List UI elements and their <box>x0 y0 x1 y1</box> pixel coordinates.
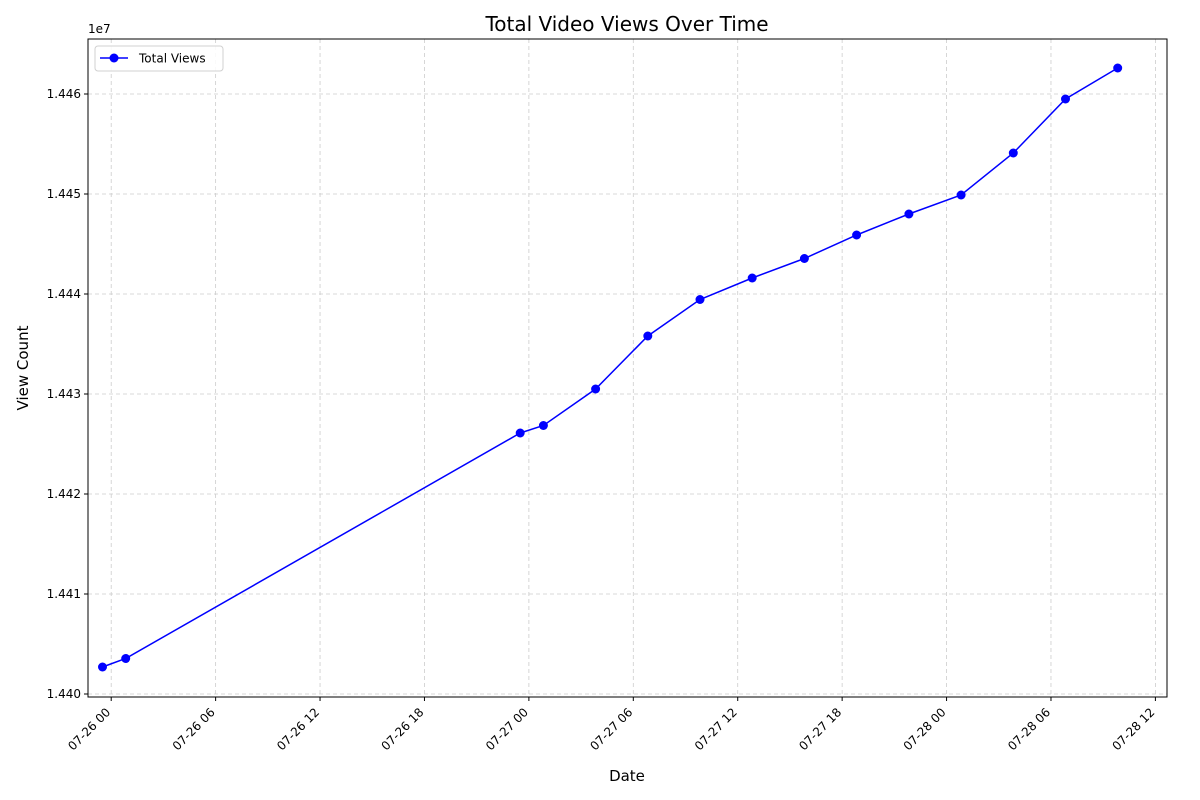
x-tick-label: 07-27 12 <box>692 705 740 753</box>
data-point <box>956 190 966 200</box>
y-tick-label: 1.446 <box>47 87 81 101</box>
y-tick-label: 1.442 <box>47 487 81 501</box>
legend: Total Views <box>94 45 224 72</box>
data-point <box>98 662 107 672</box>
y-tick-label: 1.440 <box>47 687 81 701</box>
data-point <box>799 254 809 263</box>
x-tick-label: 07-28 12 <box>1109 705 1157 753</box>
y-axis-ticks: 1.440 1.441 1.442 1.443 1.444 1.445 1.446 <box>47 87 88 701</box>
data-point <box>1008 148 1018 158</box>
data-point <box>695 295 705 304</box>
data-point <box>904 209 914 219</box>
x-tick-label: 07-28 06 <box>1005 705 1053 753</box>
data-point <box>538 421 548 430</box>
x-tick-label: 07-26 18 <box>379 705 427 753</box>
data-point <box>747 273 757 283</box>
data-point <box>591 384 601 394</box>
x-tick-label: 07-26 00 <box>65 705 113 753</box>
chart-title: Total Video Views Over Time <box>484 12 768 36</box>
x-tick-label: 07-27 06 <box>587 705 635 753</box>
legend-marker-swatch <box>109 53 119 63</box>
grid <box>88 39 1167 697</box>
plot-area-frame <box>87 38 1168 698</box>
data-point <box>643 331 653 341</box>
data-point <box>121 654 131 663</box>
series <box>98 63 1123 672</box>
y-tick-label: 1.445 <box>47 187 81 201</box>
x-tick-label: 07-27 18 <box>796 705 844 753</box>
y-tick-label: 1.443 <box>47 387 81 401</box>
y-tick-label: 1.444 <box>47 287 81 301</box>
x-tick-label: 07-28 00 <box>901 705 949 753</box>
data-point <box>515 428 525 438</box>
data-point <box>1113 63 1123 73</box>
x-axis-title: Date <box>609 767 645 785</box>
series-line <box>102 67 1119 668</box>
legend-box <box>94 45 224 72</box>
x-tick-label: 07-27 00 <box>483 705 531 753</box>
y-tick-label: 1.441 <box>47 587 81 601</box>
x-tick-label: 07-26 12 <box>274 705 322 753</box>
legend-label: Total Views <box>138 52 206 66</box>
data-point <box>1061 94 1070 104</box>
y-axis-offset-label: 1e7 <box>88 22 111 36</box>
data-point <box>852 230 862 240</box>
x-tick-label: 07-26 06 <box>170 705 218 753</box>
x-axis-ticks: 07-26 00 07-26 06 07-26 12 07-26 18 07-27 00… <box>65 697 1158 753</box>
y-axis-title: View Count <box>14 325 32 410</box>
